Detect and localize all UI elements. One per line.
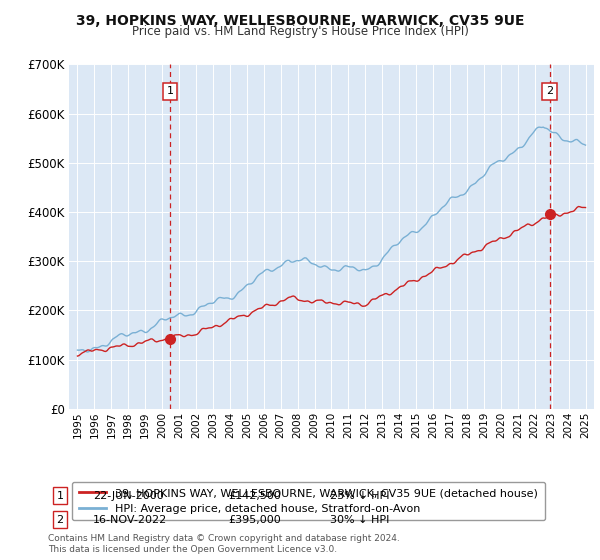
Text: 2: 2 (56, 515, 64, 525)
Text: 23% ↓ HPI: 23% ↓ HPI (330, 491, 389, 501)
Text: 1: 1 (56, 491, 64, 501)
Text: 16-NOV-2022: 16-NOV-2022 (93, 515, 167, 525)
Text: £142,500: £142,500 (228, 491, 281, 501)
Text: This data is licensed under the Open Government Licence v3.0.: This data is licensed under the Open Gov… (48, 545, 337, 554)
Text: 39, HOPKINS WAY, WELLESBOURNE, WARWICK, CV35 9UE: 39, HOPKINS WAY, WELLESBOURNE, WARWICK, … (76, 14, 524, 28)
Text: 2: 2 (546, 86, 553, 96)
Text: 1: 1 (167, 86, 173, 96)
Text: Contains HM Land Registry data © Crown copyright and database right 2024.: Contains HM Land Registry data © Crown c… (48, 534, 400, 543)
Text: 22-JUN-2000: 22-JUN-2000 (93, 491, 164, 501)
Legend: 39, HOPKINS WAY, WELLESBOURNE, WARWICK, CV35 9UE (detached house), HPI: Average : 39, HOPKINS WAY, WELLESBOURNE, WARWICK, … (72, 482, 545, 520)
Text: £395,000: £395,000 (228, 515, 281, 525)
Text: 30% ↓ HPI: 30% ↓ HPI (330, 515, 389, 525)
Text: Price paid vs. HM Land Registry's House Price Index (HPI): Price paid vs. HM Land Registry's House … (131, 25, 469, 38)
